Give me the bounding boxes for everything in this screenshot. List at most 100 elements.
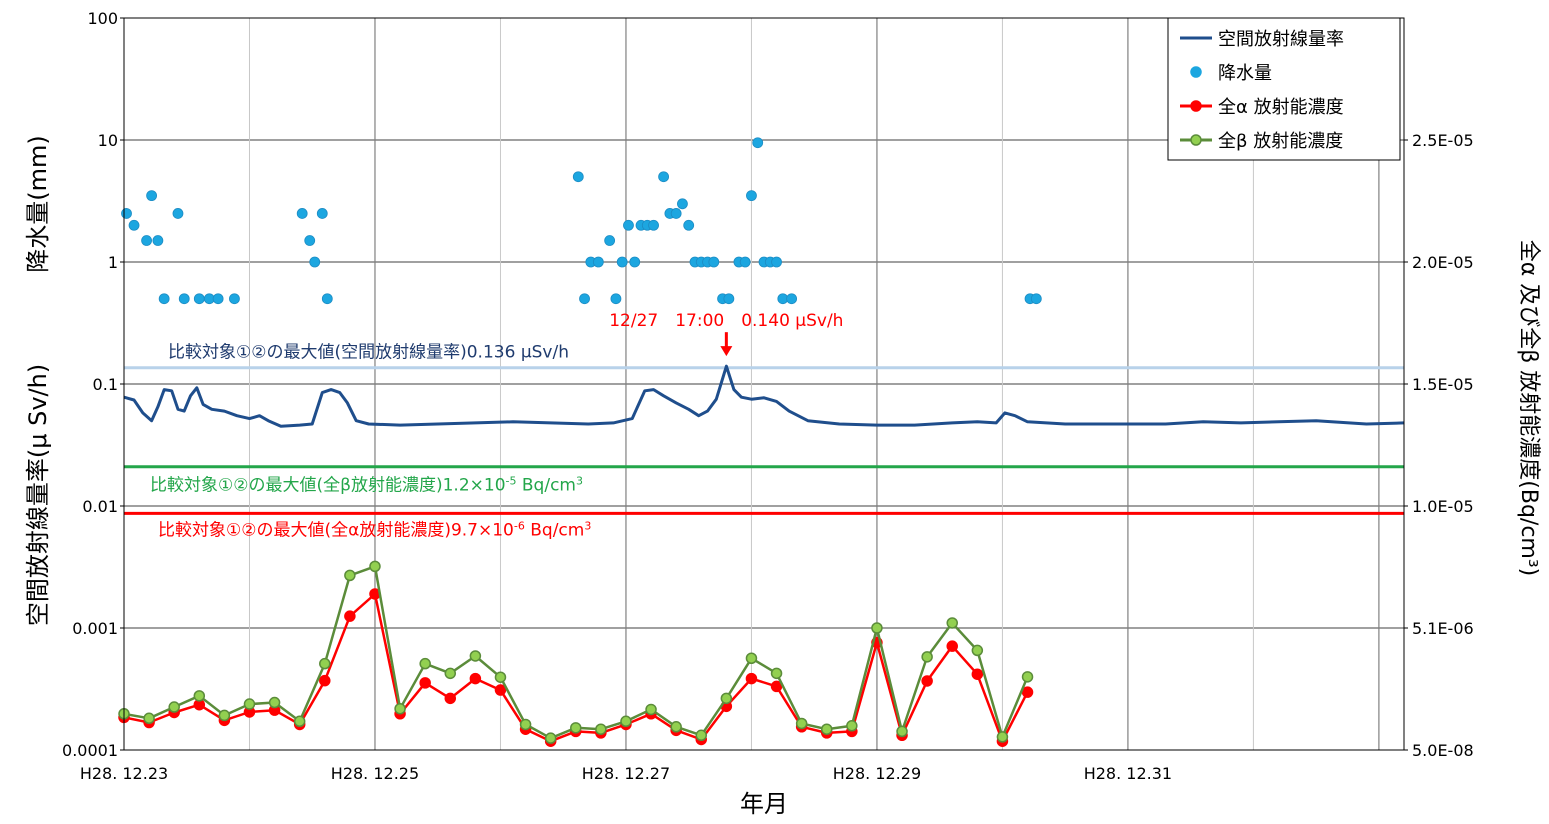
left-axis-title-bottom: 空間放射線量率(μ Sv/h): [24, 364, 52, 626]
data-point: [168, 701, 180, 713]
left-tick-label: 0.1: [93, 375, 118, 394]
data-point: [519, 718, 532, 731]
right-axis-title: 全α 及び全β 放射能濃度(Bq/cm³): [1516, 240, 1541, 577]
data-point: [645, 703, 657, 716]
data-point: [579, 293, 590, 305]
series-line: [123, 592, 1029, 743]
right-tick-label: 2.0E-05: [1412, 253, 1474, 272]
data-point: [620, 715, 632, 728]
data-point: [344, 610, 356, 622]
data-point: [152, 235, 164, 246]
data-point: [1030, 293, 1042, 305]
left-tick-label: 100: [87, 9, 118, 28]
data-point: [141, 235, 152, 246]
data-point: [820, 723, 833, 735]
data-point: [746, 190, 757, 202]
data-point: [745, 652, 758, 665]
data-point: [158, 293, 170, 305]
data-point: [616, 256, 628, 268]
legend-label: 全β 放射能濃度: [1218, 131, 1343, 152]
data-point: [846, 720, 858, 732]
peak-arrow-head: [720, 346, 733, 357]
data-point: [771, 256, 782, 268]
data-point: [595, 723, 607, 735]
left-tick-label: 0.0001: [62, 741, 118, 760]
axes: 100 10 1 0.1 0.01 0.001 0.0001 2.5E-05 2.0E-05 1.…: [62, 9, 1474, 783]
x-tick-label: H28. 12.31: [1084, 764, 1172, 783]
data-point: [316, 208, 328, 219]
reference-line-label: 比較対象①②の最大値(空間放射線量率)0.136 μSv/h: [168, 343, 569, 363]
series-scatter: [121, 137, 1042, 305]
data-point: [419, 657, 431, 670]
legend-swatch-dot: [1190, 134, 1202, 146]
x-tick-label: H28. 12.23: [80, 764, 168, 783]
data-point: [344, 569, 356, 582]
data-point: [293, 715, 306, 728]
data-point: [178, 293, 190, 305]
data-point: [921, 651, 933, 663]
reference-lines: 比較対象①②の最大値(空間放射線量率)0.136 μSv/h 比較対象①②の最大値…: [124, 343, 1404, 541]
x-tick-label: H28. 12.29: [833, 764, 921, 783]
data-point: [444, 667, 457, 680]
left-tick-label: 0.001: [72, 619, 118, 638]
data-point: [212, 293, 224, 305]
data-point: [592, 256, 604, 268]
data-point: [610, 293, 622, 305]
data-point: [629, 256, 641, 268]
peak-annotation-label: 12/27 17:00 0.140 μSv/h: [609, 311, 843, 331]
data-point: [658, 171, 670, 183]
reference-line-label: 比較対象①②の最大値(全α放射能濃度)9.7×10-6 Bq/cm3: [158, 519, 591, 541]
data-point: [394, 702, 406, 715]
series-line: [123, 364, 1405, 428]
legend-label: 空間放射線量率: [1218, 29, 1344, 50]
data-point: [218, 709, 231, 722]
data-point: [683, 219, 695, 231]
legend-swatch-dot: [1190, 66, 1202, 78]
data-point: [268, 696, 281, 709]
data-point: [296, 208, 308, 219]
data-point: [604, 235, 616, 246]
legend-swatch-dot: [1190, 100, 1202, 112]
data-point: [319, 674, 331, 687]
data-point: [677, 198, 688, 210]
data-point: [770, 680, 783, 693]
right-tick-label: 2.5E-05: [1412, 131, 1474, 150]
data-point: [946, 640, 958, 652]
data-point: [309, 256, 321, 268]
legend-label: 降水量: [1218, 63, 1272, 84]
reference-line-label: 比較対象①②の最大値(全β放射能濃度)1.2×10-5 Bq/cm3: [150, 474, 583, 496]
legend-item: 全β 放射能濃度: [1180, 131, 1343, 152]
data-point: [243, 698, 256, 710]
right-tick-label: 1.0E-05: [1412, 497, 1474, 516]
data-point: [896, 725, 908, 738]
legend-label: 全α 放射能濃度: [1218, 97, 1344, 118]
data-point: [1021, 686, 1034, 698]
legend-box: [1167, 17, 1401, 161]
annotations: 12/27 17:00 0.140 μSv/h: [609, 311, 843, 357]
data-point: [544, 732, 557, 744]
data-point: [745, 672, 758, 685]
left-axis-title-top: 降水量(mm): [24, 135, 52, 272]
data-point: [670, 721, 682, 733]
x-axis-title: 年月: [740, 790, 788, 818]
data-point: [996, 731, 1009, 743]
data-point: [146, 190, 158, 202]
data-point: [319, 657, 331, 670]
data-point: [419, 677, 431, 689]
legend-item: 全α 放射能濃度: [1180, 97, 1344, 118]
data-point: [229, 293, 240, 305]
data-point: [871, 622, 883, 634]
data-point: [143, 712, 155, 725]
data-point: [971, 668, 984, 680]
x-tick-label: H28. 12.27: [582, 764, 670, 783]
legend-item: 空間放射線量率: [1180, 29, 1344, 50]
data-point: [786, 293, 798, 305]
data-point: [623, 219, 634, 231]
right-tick-label: 1.5E-05: [1412, 375, 1474, 394]
data-point: [695, 729, 708, 742]
data-point: [369, 560, 381, 573]
data-point: [1021, 671, 1034, 683]
